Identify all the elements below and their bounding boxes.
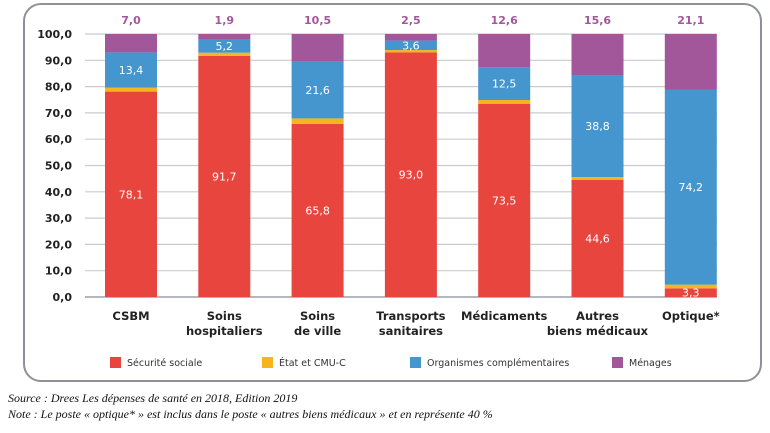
bar-segment [571,75,624,178]
bar-segment [384,40,437,51]
x-category-label: de ville [294,324,341,338]
segment-value-label: 5,2 [216,40,234,53]
legend-label: Organismes complémentaires [427,358,569,369]
bar-segment [664,89,717,285]
bar-segment [571,34,624,76]
legend-label: Sécurité sociale [127,358,202,369]
x-category-label: hospitaliers [186,324,263,338]
legend-label: État et CMU-C [279,357,346,369]
bar-segment [198,38,251,53]
segment-value-label: 3,6 [402,39,420,52]
source-note: Source : Drees Les dépenses de santé en … [8,391,298,405]
segment-value-label: 93,0 [399,169,424,182]
bar-segment [198,52,251,56]
bar-segment [105,34,157,53]
y-tick-label: 10,0 [45,265,72,278]
bar-segment [664,284,717,289]
legend-swatch [110,357,121,368]
x-category-label: Soins [207,309,242,323]
top-value-label: 7,0 [121,14,141,27]
segment-value-label: 91,7 [212,170,237,183]
x-category-label: CSBM [112,309,149,323]
top-value-label: 12,6 [491,14,518,27]
legend-swatch [612,357,623,368]
legend-item: État et CMU-C [262,357,346,369]
x-category-label: Transports [376,309,445,323]
segment-value-label: 13,4 [119,64,144,77]
y-tick-label: 60,0 [45,133,72,146]
bar-segment [105,87,157,92]
top-value-label: 2,5 [401,14,421,27]
y-tick-label: 50,0 [45,160,72,173]
x-category-label: sanitaires [379,324,443,338]
y-tick-label: 0,0 [53,291,73,304]
legend-swatch [410,357,421,368]
segment-value-label: 65,8 [305,204,330,217]
bar-stack: 93,0 3,6 2,5 [384,14,437,297]
bar-segment [291,61,344,119]
legend-swatch [262,357,273,368]
segment-value-label: 21,6 [305,84,330,97]
segment-value-label: 3,3 [682,287,700,300]
legend-item: Sécurité sociale [110,357,202,369]
segment-value-label: 74,2 [679,181,704,194]
top-value-label: 15,6 [584,14,611,27]
bar-stack: 44,6 38,8 15,6 [571,14,624,297]
top-value-label: 21,1 [677,14,704,27]
y-tick-label: 70,0 [45,107,72,120]
bar-segment [384,52,437,297]
stacked-bar-chart: 0,0 10,0 20,0 30,0 40,0 50,0 60,0 70,0 80,0 90,0 1… [37,14,720,369]
chart-notes: Source : Drees Les dépenses de santé en … [8,390,493,422]
bar-segment [198,34,251,39]
x-category-label: Soins [300,309,335,323]
segment-value-label: 38,8 [585,120,610,133]
legend-item: Organismes complémentaires [410,357,569,369]
x-category-label: Médicaments [461,309,547,323]
bar-segment [105,52,157,88]
segment-value-label: 73,5 [492,194,517,207]
y-tick-label: 20,0 [45,238,72,251]
x-category-label: Autres [576,309,619,323]
bar-segment [384,34,437,41]
segment-value-label: 12,5 [492,78,517,91]
bar-segment [384,50,437,53]
bar-segment [664,34,717,90]
x-category-label: biens médicaux [547,324,649,338]
bar-segment [105,91,157,297]
footnote: Note : Le poste « optique* » est inclus … [8,407,493,421]
top-value-label: 10,5 [304,14,331,27]
bar-segment [571,179,624,297]
bar-stack: 78,1 13,4 7,0 [105,14,157,297]
x-category-label: Optique* [662,309,720,323]
bar-segment [291,118,344,124]
bar-segment [478,67,531,101]
bar-stack: 91,7 5,2 1,9 [198,14,251,298]
bar-segment [291,34,344,62]
y-tick-label: 40,0 [45,186,72,199]
bar-stack: 73,5 12,5 12,6 [478,14,531,297]
bar-segment [478,34,531,68]
bar-stack: 65,8 21,6 10,5 [291,14,344,297]
segment-value-label: 44,6 [585,232,610,245]
y-tick-label: 100,0 [37,28,72,41]
bar-segment [571,177,624,180]
top-value-label: 1,9 [215,14,235,27]
y-tick-label: 30,0 [45,212,72,225]
bar-segment [478,103,531,297]
bar-stack: 3,3 74,2 21,1 [664,14,717,300]
bar-segment [664,288,717,297]
segment-value-label: 78,1 [119,188,144,201]
bar-segment [478,100,531,104]
legend-item: Ménages [612,357,672,369]
bar-segment [198,55,251,298]
y-tick-label: 80,0 [45,81,72,94]
y-tick-label: 90,0 [45,54,72,67]
bar-segment [291,123,344,297]
legend-label: Ménages [629,358,672,369]
